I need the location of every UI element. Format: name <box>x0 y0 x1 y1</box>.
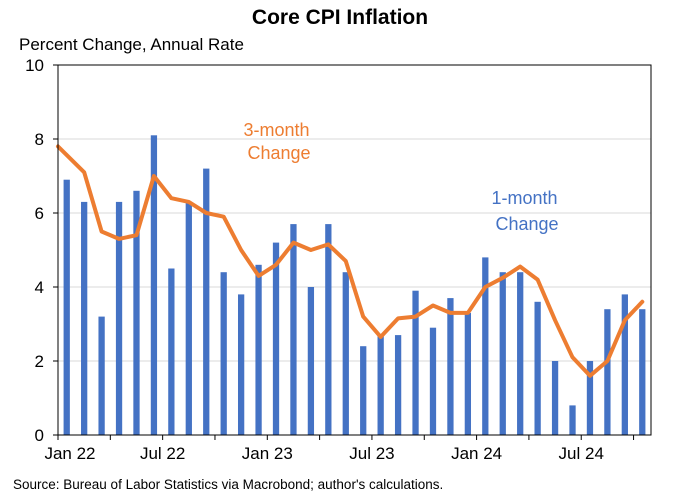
y-tick-label: 6 <box>35 204 44 223</box>
y-tick-label: 0 <box>35 426 44 445</box>
bar <box>150 135 158 436</box>
y-tick-label: 2 <box>35 352 44 371</box>
bar <box>168 268 175 435</box>
x-tick-label: Jan 24 <box>451 444 502 463</box>
y-axis: 0 2 4 6 8 10 <box>25 56 58 445</box>
bar <box>185 201 192 435</box>
annotation-3-month-line2: Change <box>247 143 310 163</box>
bar <box>394 335 402 435</box>
annotation-3-month-line1: 3-month <box>243 120 309 140</box>
line-series <box>56 144 645 378</box>
bar <box>255 264 262 435</box>
bar <box>482 257 489 435</box>
bar <box>534 301 541 435</box>
bar <box>517 272 524 435</box>
bar <box>551 361 559 435</box>
bar <box>639 309 646 435</box>
source-note: Source: Bureau of Labor Statistics via M… <box>13 477 443 492</box>
bar <box>307 287 315 435</box>
bar <box>237 294 245 435</box>
y-tick-label: 4 <box>35 278 44 297</box>
bar <box>133 190 140 435</box>
bar <box>604 309 611 435</box>
bar <box>360 346 367 435</box>
x-tick-label: Jan 22 <box>44 444 95 463</box>
chart-title: Core CPI Inflation <box>252 6 428 29</box>
annotation-1-month-line1: 1-month <box>491 188 557 208</box>
grid <box>58 138 651 362</box>
bar <box>325 224 332 435</box>
bar <box>429 327 437 435</box>
bar <box>81 201 88 435</box>
bar <box>621 294 628 435</box>
bar <box>569 405 576 435</box>
bar <box>377 335 384 435</box>
bar-series <box>63 135 646 436</box>
x-tick-label: Jan 23 <box>242 444 293 463</box>
annotation-1-month-line2: Change <box>495 214 558 234</box>
bar <box>499 272 506 435</box>
bar <box>203 168 210 435</box>
x-axis: Jan 22 Jul 22 Jan 23 Jul 23 Jan 24 Jul 24 <box>44 435 635 463</box>
y-tick-label: 10 <box>25 56 44 75</box>
x-tick-label: Jul 24 <box>559 444 604 463</box>
bar <box>220 272 227 435</box>
plot-frame <box>57 64 652 436</box>
x-tick-label: Jul 23 <box>349 444 394 463</box>
bar <box>412 290 419 435</box>
bar <box>115 201 123 435</box>
bar <box>290 224 297 435</box>
annotation-1-month: 1-month Change <box>491 188 562 234</box>
bar <box>342 272 349 435</box>
bar <box>586 361 594 435</box>
chart-subtitle: Percent Change, Annual Rate <box>19 35 244 54</box>
x-tick-label: Jul 22 <box>140 444 185 463</box>
bar <box>464 312 472 435</box>
y-tick-label: 8 <box>35 130 44 149</box>
bar <box>447 298 454 435</box>
bar <box>63 179 70 435</box>
annotation-3-month: 3-month Change <box>243 120 314 163</box>
bar <box>98 316 105 435</box>
bar <box>272 242 280 435</box>
line-3-month <box>56 144 645 378</box>
